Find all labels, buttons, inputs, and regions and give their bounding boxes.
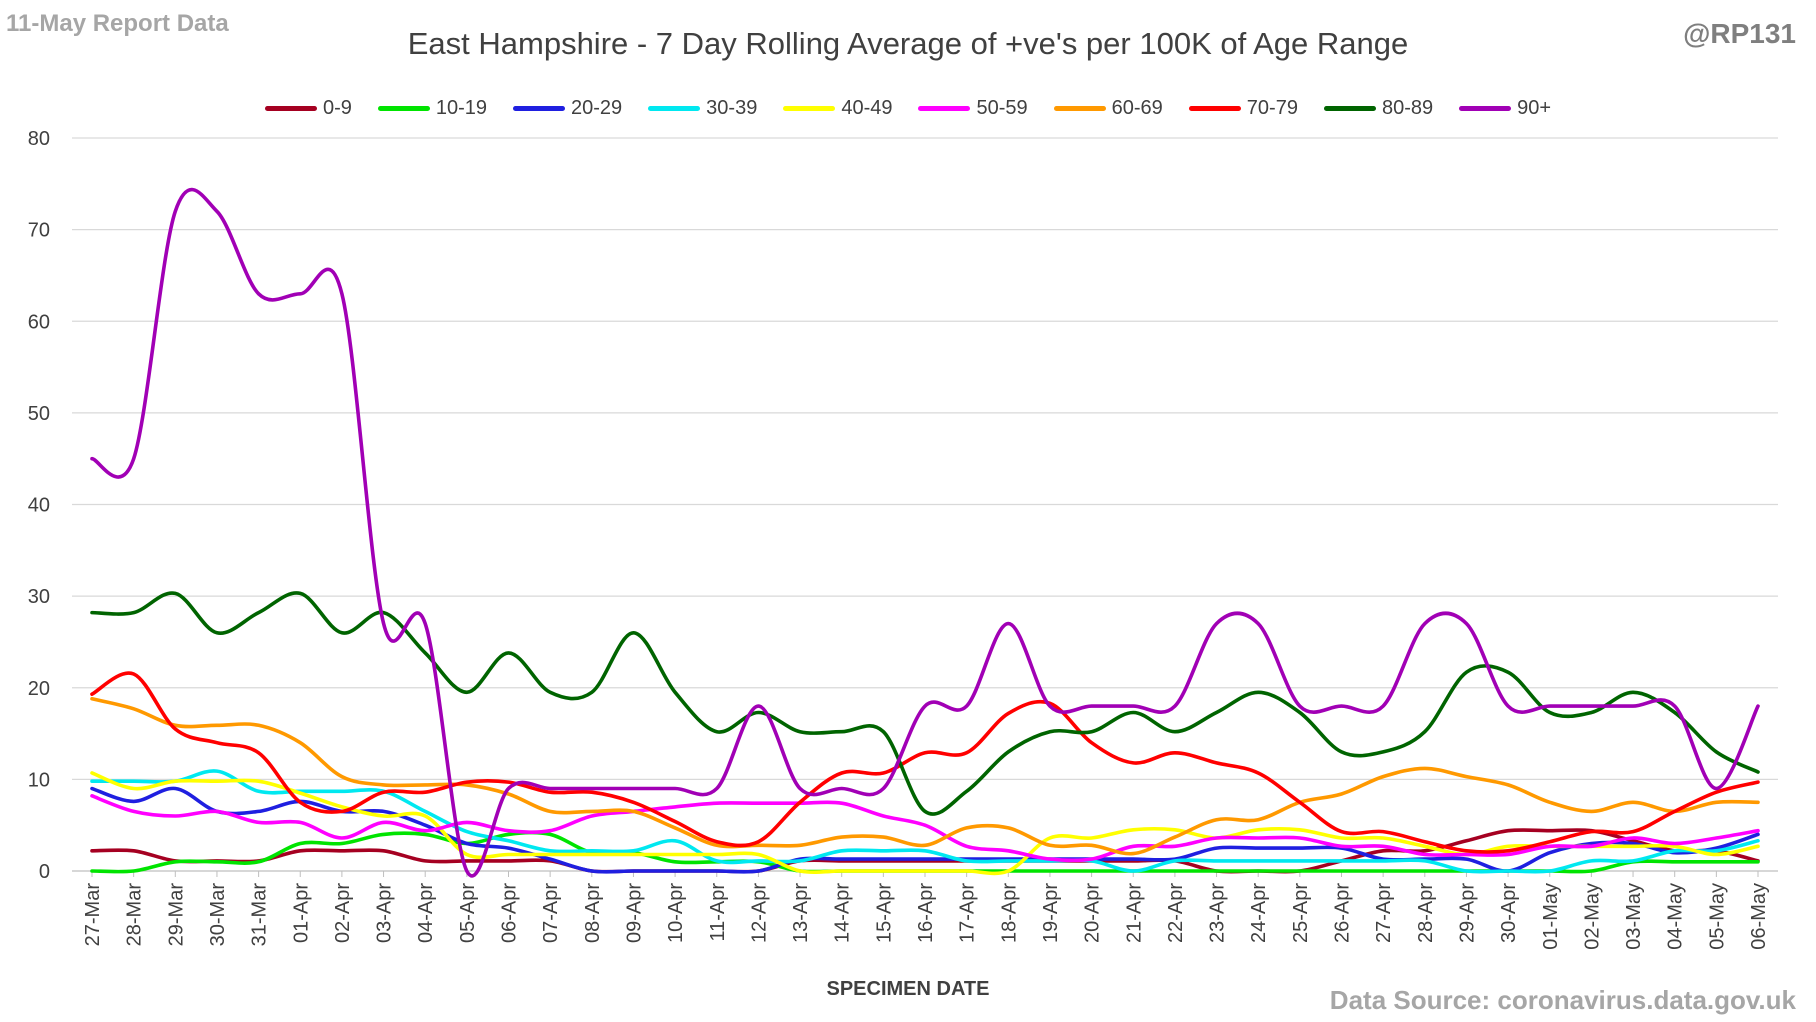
legend-item: 70-79 (1188, 97, 1298, 120)
legend-label: 60-69 (1111, 97, 1163, 119)
gridlines (72, 137, 1778, 872)
legend-label: 90+ (1517, 97, 1552, 119)
x-tick-label: 15-Apr (873, 883, 895, 943)
legend-item: 60-69 (1053, 97, 1163, 120)
x-tick-label: 28-Apr (1415, 883, 1437, 943)
legend-item: 30-39 (648, 97, 757, 120)
series-line-70-79 (90, 671, 1760, 854)
legend-swatch (1053, 106, 1106, 111)
x-tick-label: 25-Apr (1290, 883, 1312, 943)
x-tick-label: 28-Mar (124, 883, 146, 947)
x-tick-label: 09-Apr (623, 883, 645, 943)
series-line-20-29 (90, 786, 1760, 874)
y-tick-label: 50 (28, 403, 50, 425)
legend-label: 20-29 (571, 97, 623, 119)
data-source: Data Source: coronavirus.data.gov.uk (1329, 985, 1796, 1015)
chart-title: East Hampshire - 7 Day Rolling Average o… (407, 26, 1409, 61)
x-tick-label: 31-Mar (249, 883, 271, 947)
y-axis: 0 10 20 30 40 50 60 70 80 (28, 128, 50, 883)
x-tick-label: 06-Apr (499, 883, 521, 943)
legend-swatch (264, 106, 317, 111)
legend-item: 20-29 (513, 97, 622, 120)
legend-label: 10-19 (435, 97, 488, 119)
x-tick-label: 27-Apr (1373, 883, 1395, 943)
report-tag: 11-May Report Data (6, 10, 229, 37)
x-tick-label: 05-May (1706, 883, 1728, 950)
x-tick-label: 17-Apr (957, 883, 979, 943)
legend-item: 50-59 (918, 97, 1028, 120)
legend-item: 80-89 (1323, 97, 1434, 120)
legend-label: 0-9 (322, 97, 352, 119)
series-line-0-9 (90, 828, 1760, 874)
legend-swatch (648, 106, 701, 111)
x-tick-label: 04-May (1665, 883, 1687, 950)
x-tick-label: 08-Apr (582, 883, 604, 943)
series-line-90+ (90, 187, 1760, 878)
legend-swatch (377, 106, 430, 111)
legend-label: 80-89 (1381, 97, 1434, 119)
series-line-30-39 (90, 769, 1760, 874)
x-tick-label: 21-Apr (1123, 883, 1145, 943)
x-tick-label: 20-Apr (1082, 883, 1104, 943)
x-tick-label: 23-Apr (1207, 883, 1229, 943)
legend-item: 0-9 (264, 97, 352, 120)
y-tick-label: 30 (28, 586, 50, 608)
y-tick-label: 20 (28, 678, 50, 700)
x-tick-label: 30-Mar (207, 883, 229, 947)
x-tick-label: 10-Apr (665, 883, 687, 943)
x-tick-label: 30-Apr (1498, 883, 1520, 943)
series-line-50-59 (90, 794, 1760, 863)
x-axis: 27-Mar 28-Mar 29-Mar 30-Mar 31-Mar 01-Apr 02-A… (82, 871, 1770, 950)
legend-swatch (783, 106, 836, 111)
y-tick-label: 40 (28, 495, 50, 517)
x-tick-label: 11-Apr (707, 883, 729, 942)
legend-label: 30-39 (706, 97, 758, 119)
x-tick-label: 26-Apr (1332, 883, 1354, 943)
legend-label: 40-49 (841, 97, 893, 119)
x-tick-label: 18-Apr (998, 883, 1020, 943)
y-tick-label: 70 (28, 220, 50, 242)
y-tick-label: 60 (28, 311, 50, 333)
x-tick-label: 02-May (1581, 883, 1603, 950)
chart-legend: 0-9 10-19 20-29 30-39 40-49 50-59 60-69 70-79 80… (0, 97, 1816, 120)
legend-swatch (918, 106, 971, 111)
legend-label: 70-79 (1246, 97, 1298, 119)
legend-item: 40-49 (783, 97, 892, 120)
x-tick-label: 22-Apr (1165, 883, 1187, 943)
x-tick-label: 05-Apr (457, 883, 479, 943)
x-tick-label: 19-Apr (1040, 883, 1062, 943)
legend-item: 90+ (1459, 97, 1551, 120)
series-lines (90, 187, 1760, 878)
x-tick-label: 03-May (1623, 883, 1645, 950)
x-tick-label: 12-Apr (748, 883, 770, 943)
y-tick-label: 10 (28, 769, 50, 791)
y-tick-label: 80 (28, 128, 50, 150)
x-tick-label: 03-Apr (374, 883, 396, 943)
x-tick-label: 24-Apr (1248, 883, 1270, 943)
x-tick-label: 16-Apr (915, 883, 937, 943)
x-tick-label: 29-Apr (1456, 883, 1478, 943)
x-tick-label: 04-Apr (415, 883, 437, 943)
author-handle: @RP131 (1683, 18, 1796, 49)
x-tick-label: 01-Apr (290, 883, 312, 943)
legend-swatch (1323, 106, 1376, 111)
x-tick-label: 29-Mar (165, 883, 187, 947)
x-tick-label: 07-Apr (540, 883, 562, 943)
x-tick-label: 06-May (1748, 883, 1770, 950)
x-tick-label: 02-Apr (332, 883, 354, 943)
legend-swatch (1188, 106, 1241, 111)
x-tick-label: 27-Mar (82, 883, 104, 947)
legend-swatch (513, 106, 566, 111)
series-line-80-89 (90, 591, 1760, 816)
y-tick-label: 0 (39, 861, 50, 883)
legend-swatch (1459, 106, 1512, 111)
series-line-60-69 (90, 696, 1760, 856)
x-tick-label: 14-Apr (832, 883, 854, 943)
legend-label: 50-59 (976, 97, 1028, 119)
x-tick-label: 01-May (1540, 883, 1562, 950)
x-tick-label: 13-Apr (790, 883, 812, 943)
x-axis-title: SPECIMEN DATE (826, 978, 990, 1000)
legend-item: 10-19 (377, 97, 488, 120)
